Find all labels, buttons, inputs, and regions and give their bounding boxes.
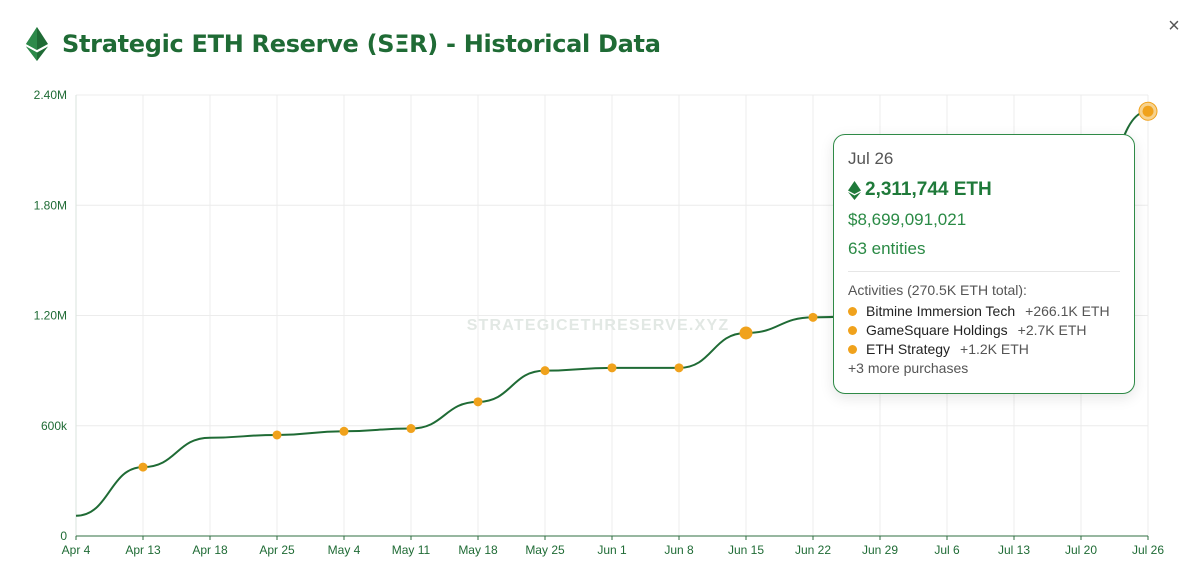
activity-dot-icon <box>848 325 857 335</box>
data-tooltip: Jul 26 2,311,744 ETH $8,699,091,021 63 e… <box>833 134 1135 394</box>
data-point[interactable] <box>540 366 550 376</box>
data-point[interactable] <box>339 426 349 436</box>
x-tick-label: Jun 1 <box>597 543 627 557</box>
data-point[interactable] <box>739 326 753 340</box>
y-tick-label: 0 <box>60 529 67 543</box>
x-tick-label: Jul 6 <box>934 543 960 557</box>
close-button[interactable]: × <box>1162 14 1186 38</box>
tooltip-eth-amount: 2,311,744 ETH <box>848 179 1120 201</box>
y-tick-label: 600k <box>41 419 68 433</box>
activity-item: ETH Strategy +1.2K ETH <box>848 341 1120 357</box>
activity-amount: +2.7K ETH <box>1017 322 1087 338</box>
activity-amount: +1.2K ETH <box>960 341 1029 357</box>
activity-item: Bitmine Immersion Tech +266.1K ETH <box>848 303 1120 319</box>
tooltip-activities-title: Activities (270.5K ETH total): <box>848 282 1027 298</box>
data-point[interactable] <box>272 430 282 440</box>
tooltip-more-purchases: +3 more purchases <box>848 360 969 376</box>
tooltip-date: Jul 26 <box>848 149 894 168</box>
activity-item: GameSquare Holdings +2.7K ETH <box>848 322 1120 338</box>
x-tick-label: Jun 29 <box>862 543 898 557</box>
data-point[interactable] <box>808 312 818 322</box>
data-point[interactable] <box>473 397 483 407</box>
x-tick-label: Jul 26 <box>1132 543 1164 557</box>
x-tick-label: May 18 <box>458 543 498 557</box>
data-point[interactable] <box>674 363 684 373</box>
highlighted-point[interactable] <box>1142 105 1154 117</box>
x-tick-label: May 4 <box>328 543 361 557</box>
y-tick-label: 2.40M <box>34 88 67 102</box>
page-title: Strategic ETH Reserve (SΞR) - Historical… <box>62 30 661 58</box>
y-tick-label: 1.80M <box>34 198 67 212</box>
activity-name: Bitmine Immersion Tech <box>866 303 1016 319</box>
activity-amount: +266.1K ETH <box>1025 303 1110 319</box>
x-tick-label: Apr 25 <box>259 543 295 557</box>
x-tick-label: Jul 20 <box>1065 543 1097 557</box>
x-tick-label: Apr 13 <box>125 543 161 557</box>
ethereum-logo-icon <box>26 27 48 61</box>
chart-header: Strategic ETH Reserve (SΞR) - Historical… <box>26 26 661 62</box>
x-tick-label: May 25 <box>525 543 565 557</box>
activity-name: GameSquare Holdings <box>866 322 1008 338</box>
tooltip-eth-value: 2,311,744 ETH <box>865 179 992 200</box>
chart-axes: 0 600k 1.20M 1.80M 2.40M Apr 4 Apr 13 Apr 18 Apr… <box>34 88 1165 557</box>
tooltip-entities: 63 entities <box>848 239 1120 272</box>
x-tick-label: Apr 4 <box>62 543 91 557</box>
tooltip-usd-value: $8,699,091,021 <box>848 210 967 229</box>
x-tick-label: May 11 <box>392 543 431 557</box>
x-tick-label: Jun 8 <box>664 543 694 557</box>
ethereum-diamond-icon <box>848 180 861 200</box>
y-tick-label: 1.20M <box>34 309 67 323</box>
x-tick-label: Jun 22 <box>795 543 831 557</box>
data-markers[interactable] <box>138 101 1158 472</box>
data-point[interactable] <box>138 462 148 472</box>
activity-name: ETH Strategy <box>866 341 951 357</box>
activity-dot-icon <box>848 344 857 354</box>
x-tick-label: Apr 18 <box>192 543 228 557</box>
close-icon: × <box>1168 15 1180 37</box>
watermark-text: STRATEGICETHRESERVE.XYZ <box>467 317 730 334</box>
x-tick-label: Jul 13 <box>998 543 1030 557</box>
data-point[interactable] <box>607 363 617 373</box>
data-point[interactable] <box>406 424 416 434</box>
activity-dot-icon <box>848 306 857 316</box>
x-tick-label: Jun 15 <box>728 543 764 557</box>
